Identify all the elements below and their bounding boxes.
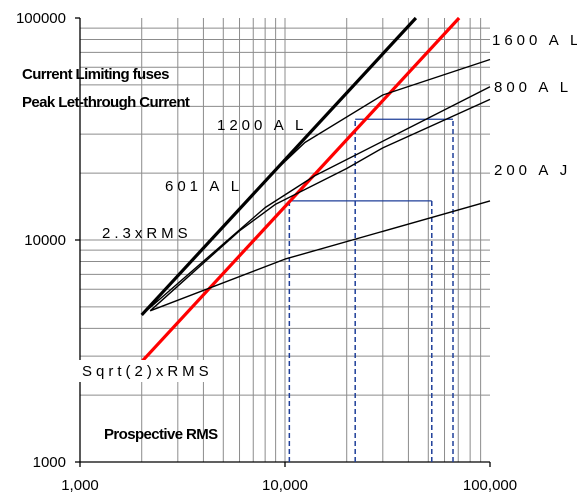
series-line-800-a-l <box>149 98 491 312</box>
y-tick-label: 100000 <box>16 10 66 27</box>
series-label: 2.3xRMS <box>102 225 192 242</box>
tick-labels: 1,000 10,000 100,000 1000 10000 100000 <box>16 10 517 494</box>
reference-lines <box>288 118 454 462</box>
series-label: 800 A L <box>494 79 572 96</box>
series-lines <box>140 16 491 363</box>
label-background <box>79 360 217 382</box>
series-line-200-a-j <box>149 200 491 312</box>
series-line-601-a-l <box>141 86 491 316</box>
series-label: Sqrt(2)xRMS <box>82 363 213 380</box>
chart-title: Current Limiting fuses <box>22 66 169 83</box>
y-tick-label: 10000 <box>24 232 66 249</box>
x-axis-label: Prospective RMS <box>104 426 218 443</box>
series-line-1200-a-l <box>141 58 491 316</box>
series-label: 601 A L <box>165 178 243 195</box>
x-tick-label: 100,000 <box>463 477 517 494</box>
y-tick-label: 1000 <box>33 454 66 471</box>
grid <box>80 18 490 462</box>
series-label: 200 A J <box>494 162 571 179</box>
series-label-1600: 1600 A L <box>492 32 577 49</box>
x-tick-label: 10,000 <box>262 477 308 494</box>
series-line-sqrt-2-xrms <box>140 16 461 363</box>
series-label: 1200 A L <box>217 117 307 134</box>
x-tick-label: 1,000 <box>61 477 99 494</box>
chart-subtitle: Peak Let-through Current <box>22 94 190 111</box>
series-labels: 2.3xRMS Sqrt(2)xRMS 1200 A L 601 A L 800 A L… <box>79 32 577 382</box>
